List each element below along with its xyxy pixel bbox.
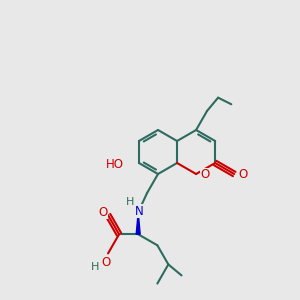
- Text: O: O: [101, 256, 111, 269]
- Text: HO: HO: [106, 158, 124, 172]
- Text: H: H: [126, 197, 134, 207]
- Text: H: H: [91, 262, 99, 272]
- Text: N: N: [135, 205, 144, 218]
- Text: O: O: [98, 206, 108, 219]
- Polygon shape: [136, 212, 140, 234]
- Text: O: O: [200, 169, 210, 182]
- Text: O: O: [238, 167, 248, 181]
